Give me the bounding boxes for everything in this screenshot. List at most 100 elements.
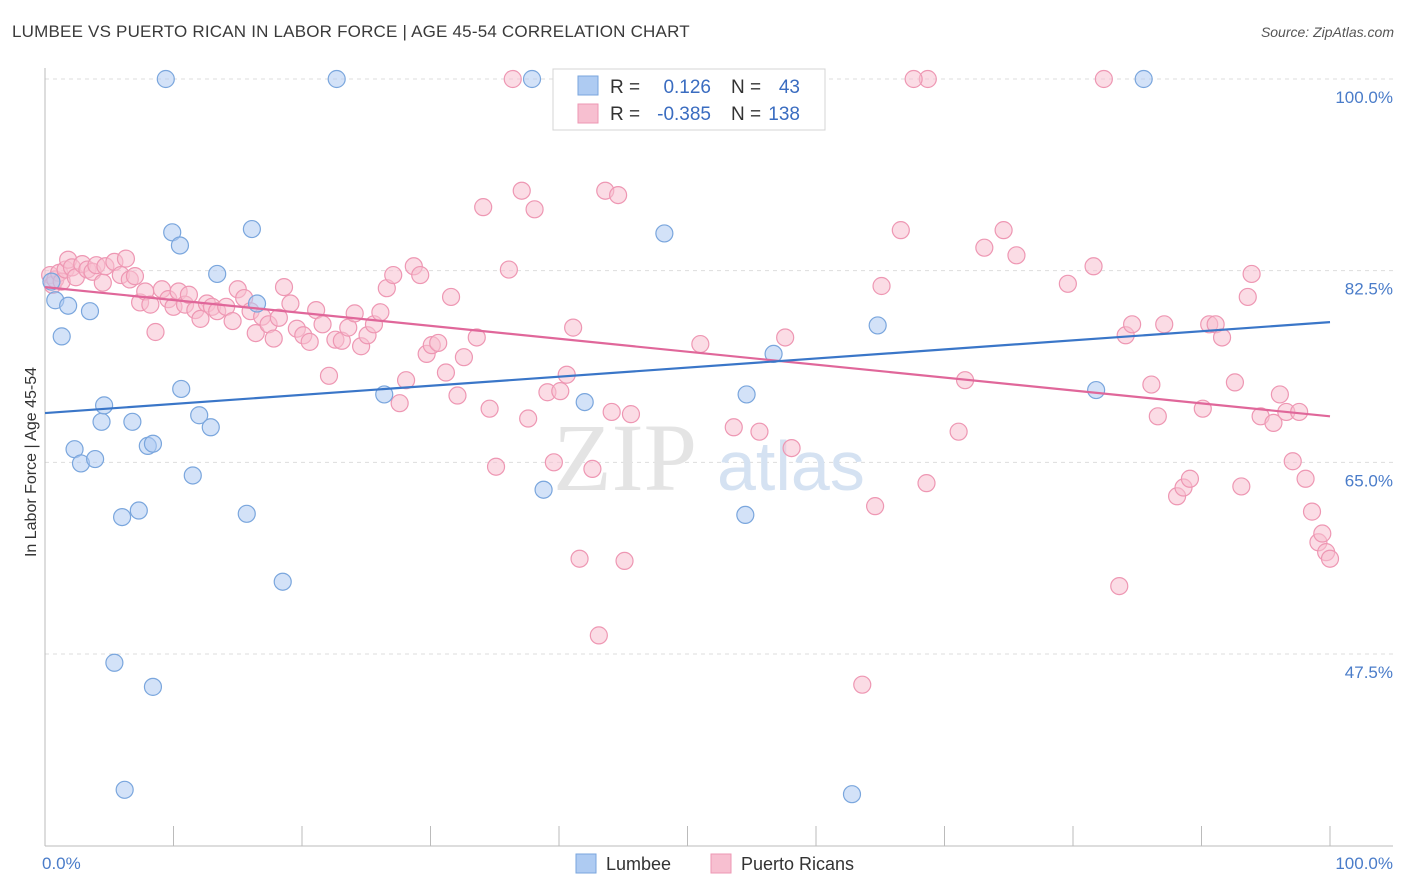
legend-r-value-puerto: -0.385 xyxy=(657,104,711,125)
puerto-point-98 xyxy=(724,418,743,437)
puerto-point-117 xyxy=(1142,375,1161,394)
lumbee-point-8 xyxy=(92,412,111,431)
puerto-point-116 xyxy=(1123,315,1142,334)
puerto-point-127 xyxy=(1225,373,1245,392)
puerto-point-132 xyxy=(1264,413,1283,433)
legend-r-value-lumbee: 0.126 xyxy=(663,77,711,98)
x-tick-label-min: 0.0% xyxy=(42,854,81,873)
lumbee-point-29 xyxy=(273,572,292,591)
y-tick-labels: 47.5% 65.0% 82.5% 100.0% xyxy=(1335,88,1393,682)
legend-n-value-lumbee: 43 xyxy=(779,77,800,98)
lumbee-point-11 xyxy=(112,507,132,527)
lumbee-point-39 xyxy=(842,785,862,804)
lumbee-point-4 xyxy=(80,302,100,321)
trend-line-lumbee xyxy=(44,321,1331,415)
legend-n-label-lumbee: N = xyxy=(731,77,761,98)
puerto-rican-points xyxy=(41,69,1340,694)
lumbee-point-27 xyxy=(242,219,261,239)
puerto-point-43 xyxy=(264,329,283,348)
puerto-point-45 xyxy=(274,277,294,297)
puerto-point-31 xyxy=(191,309,210,328)
puerto-point-102 xyxy=(853,675,872,694)
puerto-point-112 xyxy=(1058,274,1077,293)
chart-source: Source: ZipAtlas.com xyxy=(1260,24,1394,40)
lumbee-point-0 xyxy=(42,272,61,291)
puerto-point-92 xyxy=(609,185,628,205)
puerto-point-140 xyxy=(1313,524,1332,543)
puerto-point-51 xyxy=(313,315,332,334)
x-tick-label-max: 100.0% xyxy=(1335,854,1393,873)
puerto-point-79 xyxy=(512,181,531,200)
puerto-point-69 xyxy=(429,333,448,353)
lumbee-point-40 xyxy=(868,316,887,335)
lumbee-point-35 xyxy=(655,224,674,243)
puerto-point-109 xyxy=(975,238,994,257)
series-legend-label-puerto: Puerto Ricans xyxy=(741,854,854,874)
lumbee-point-3 xyxy=(59,296,78,315)
correlation-legend: R = 0.126 N = 43 R = -0.385 N = 138 xyxy=(552,68,826,131)
puerto-point-89 xyxy=(589,626,608,645)
lumbee-point-17 xyxy=(143,677,163,696)
puerto-point-93 xyxy=(615,551,634,571)
legend-swatch-lumbee xyxy=(577,75,599,96)
puerto-point-107 xyxy=(949,422,968,441)
lumbee-point-33 xyxy=(534,480,553,499)
puerto-point-97 xyxy=(691,334,710,354)
puerto-point-17 xyxy=(116,249,136,268)
puerto-point-13 xyxy=(93,273,112,292)
puerto-point-133 xyxy=(1270,385,1289,404)
puerto-point-75 xyxy=(474,198,493,217)
puerto-point-128 xyxy=(1232,477,1251,496)
puerto-point-103 xyxy=(866,497,885,516)
puerto-point-122 xyxy=(1180,469,1200,488)
puerto-point-70 xyxy=(436,363,456,382)
lumbee-point-13 xyxy=(115,780,134,799)
puerto-point-113 xyxy=(1084,257,1103,276)
lumbee-point-7 xyxy=(86,449,105,469)
puerto-point-29 xyxy=(179,285,199,304)
puerto-point-46 xyxy=(281,294,300,313)
puerto-point-88 xyxy=(583,459,602,479)
puerto-point-145 xyxy=(904,69,923,89)
puerto-point-73 xyxy=(454,348,474,367)
puerto-point-100 xyxy=(776,328,795,347)
puerto-point-52 xyxy=(319,366,339,385)
puerto-point-142 xyxy=(1320,549,1340,568)
legend-n-label-puerto: N = xyxy=(731,104,761,125)
puerto-point-138 xyxy=(1302,502,1322,521)
y-axis-title: In Labor Force | Age 45-54 xyxy=(23,367,40,557)
lumbee-point-37 xyxy=(737,385,756,404)
lumbee-point-16 xyxy=(143,434,163,453)
puerto-point-84 xyxy=(551,382,570,401)
puerto-point-105 xyxy=(891,221,910,240)
lumbee-point-34 xyxy=(575,392,594,412)
puerto-point-144 xyxy=(1094,69,1113,89)
puerto-point-77 xyxy=(486,457,506,476)
puerto-point-94 xyxy=(621,405,641,424)
trend-lines xyxy=(44,286,1331,418)
puerto-point-101 xyxy=(782,438,801,458)
y-tick-label-2: 82.5% xyxy=(1345,280,1393,299)
puerto-point-119 xyxy=(1155,315,1174,334)
lumbee-point-26 xyxy=(237,504,256,523)
series-legend-label-lumbee: Lumbee xyxy=(606,854,671,874)
puerto-point-118 xyxy=(1148,407,1167,426)
lumbee-point-21 xyxy=(172,379,191,399)
puerto-point-62 xyxy=(384,265,403,285)
puerto-point-81 xyxy=(525,200,544,219)
lumbee-point-18 xyxy=(156,69,175,89)
puerto-point-63 xyxy=(390,394,409,413)
puerto-point-114 xyxy=(1110,576,1129,596)
lumbee-point-36 xyxy=(736,505,755,525)
lumbee-point-10 xyxy=(105,653,124,672)
puerto-point-104 xyxy=(872,276,891,296)
puerto-point-137 xyxy=(1296,469,1315,488)
puerto-point-99 xyxy=(750,422,769,441)
lumbee-point-24 xyxy=(201,418,220,437)
lumbee-points xyxy=(42,69,1153,804)
legend-n-value-puerto: 138 xyxy=(768,104,800,125)
puerto-point-135 xyxy=(1283,452,1302,471)
lumbee-point-14 xyxy=(123,412,142,431)
puerto-point-66 xyxy=(411,265,430,285)
